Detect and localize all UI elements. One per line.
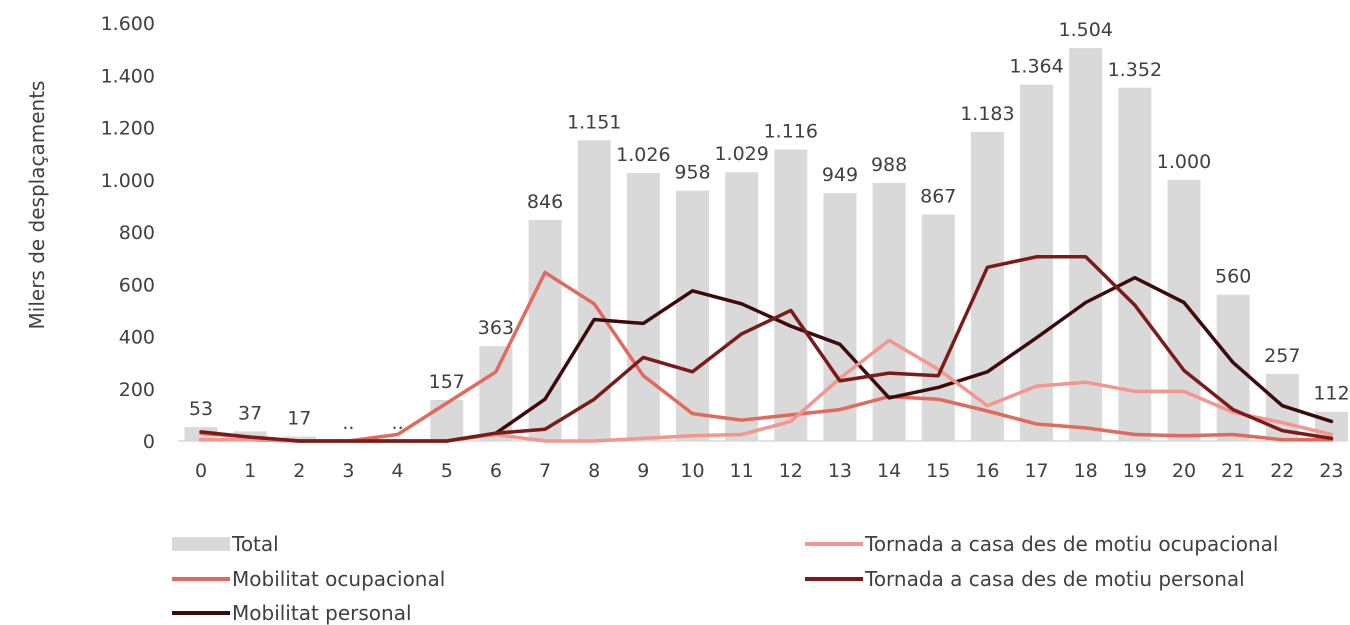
data-label-total-21: 560 <box>1215 266 1251 288</box>
x-tick-label: 19 <box>1123 460 1147 482</box>
bar-total-14 <box>872 182 906 441</box>
data-label-total-6: 363 <box>478 317 514 339</box>
data-label-total-17: 1.364 <box>1009 56 1063 78</box>
bar-total-7 <box>528 219 562 441</box>
series-line-3 <box>199 255 1334 443</box>
legend-label-tornada-ocupacional: Tornada a casa des de motiu ocupacional <box>865 532 1279 556</box>
x-tick-label: 10 <box>680 460 704 482</box>
series-line-2 <box>199 338 1334 443</box>
x-tick-label: 2 <box>293 460 305 482</box>
y-tick-label: 1.400 <box>101 65 155 87</box>
bar-total-10 <box>676 190 709 441</box>
bar-total-15 <box>921 214 955 441</box>
x-tick-label: 21 <box>1221 460 1245 482</box>
x-tick-label: 17 <box>1024 460 1048 482</box>
x-tick-label: 15 <box>926 460 950 482</box>
legend-swatch-total <box>172 537 230 551</box>
legend-item-tornada-personal: Tornada a casa des de motiu personal <box>805 567 1245 591</box>
y-tick-label: 1.600 <box>101 13 155 35</box>
x-tick-label: 16 <box>975 460 999 482</box>
bar-total-9 <box>626 172 660 441</box>
x-tick-label: 11 <box>730 460 754 482</box>
series-lines <box>199 255 1334 443</box>
x-tick-label: 20 <box>1172 460 1196 482</box>
data-label-total-14: 988 <box>871 154 907 176</box>
legend-swatch-mobilitat-ocupacional <box>172 577 230 581</box>
x-tick-label: 0 <box>195 460 207 482</box>
x-tick-label: 8 <box>588 460 600 482</box>
total-bars <box>184 48 1348 441</box>
legend-label-tornada-personal: Tornada a casa des de motiu personal <box>865 567 1245 591</box>
data-label-total-12: 1.116 <box>764 120 818 142</box>
data-label-total-23: 112 <box>1313 383 1349 405</box>
legend-swatch-mobilitat-personal <box>172 611 230 615</box>
bar-total-2 <box>282 436 316 441</box>
bar-total-13 <box>823 193 857 441</box>
legend-item-total: Total <box>172 532 279 556</box>
x-tick-label: 12 <box>779 460 803 482</box>
data-label-total-22: 257 <box>1264 345 1300 367</box>
data-label-total-9: 1.026 <box>616 144 670 166</box>
x-tick-label: 23 <box>1319 460 1343 482</box>
x-tick-label: 5 <box>441 460 453 482</box>
data-label-total-0: 53 <box>189 398 213 420</box>
data-label-total-8: 1.151 <box>567 111 621 133</box>
legend-item-tornada-ocupacional: Tornada a casa des de motiu ocupacional <box>805 532 1279 556</box>
bar-total-20 <box>1167 179 1201 441</box>
legend-swatch-tornada-ocupacional <box>805 542 863 546</box>
y-tick-label: 0 <box>143 431 155 453</box>
bar-total-12 <box>774 149 808 441</box>
bar-total-5 <box>430 399 464 441</box>
x-tick-label: 9 <box>637 460 649 482</box>
legend-label-total: Total <box>232 532 279 556</box>
bar-total-17 <box>1020 84 1054 441</box>
legend-item-mobilitat-ocupacional: Mobilitat ocupacional <box>172 567 445 591</box>
y-tick-label: 400 <box>119 327 155 349</box>
legend-label-mobilitat-ocupacional: Mobilitat ocupacional <box>232 567 446 591</box>
y-tick-label: 600 <box>119 274 155 296</box>
data-labels: 53 37 17.. ..1573638461.1511.0269581.0291.1… <box>189 19 1350 434</box>
data-label-total-4: .. <box>392 412 404 434</box>
y-axis-title: Milers de desplaçaments <box>25 81 49 330</box>
data-label-total-16: 1.183 <box>960 103 1014 125</box>
legend-swatch-tornada-personal <box>805 577 863 581</box>
data-label-total-7: 846 <box>527 191 563 213</box>
x-tick-label: 22 <box>1270 460 1294 482</box>
data-label-total-19: 1.352 <box>1108 59 1162 81</box>
x-tick-label: 14 <box>877 460 901 482</box>
bar-total-19 <box>1118 87 1152 441</box>
data-label-total-18: 1.504 <box>1058 19 1112 41</box>
data-label-total-1: 37 <box>238 402 262 424</box>
data-label-total-11: 1.029 <box>714 143 768 165</box>
legend-item-mobilitat-personal: Mobilitat personal <box>172 601 412 625</box>
y-tick-label: 800 <box>119 222 155 244</box>
y-tick-label: 200 <box>119 379 155 401</box>
x-tick-label: 13 <box>828 460 852 482</box>
series-line-0 <box>199 270 1334 443</box>
bar-total-16 <box>970 131 1004 441</box>
data-label-total-10: 958 <box>674 162 710 184</box>
y-tick-label: 1.200 <box>101 118 155 140</box>
data-label-total-5: 157 <box>429 371 465 393</box>
bar-total-18 <box>1069 48 1103 441</box>
data-label-total-13: 949 <box>822 164 858 186</box>
data-label-total-2: 17 <box>287 408 311 430</box>
bar-total-11 <box>725 172 759 441</box>
x-tick-label: 3 <box>342 460 354 482</box>
x-tick-label: 1 <box>244 460 256 482</box>
bar-total-21 <box>1216 294 1250 441</box>
legend-label-mobilitat-personal: Mobilitat personal <box>232 601 412 625</box>
x-tick-label: 7 <box>539 460 551 482</box>
data-label-total-15: 867 <box>920 185 956 207</box>
data-label-total-20: 1.000 <box>1157 151 1211 173</box>
x-tick-label: 6 <box>490 460 502 482</box>
x-tick-label: 18 <box>1074 460 1098 482</box>
bar-total-8 <box>577 140 611 441</box>
x-tick-label: 4 <box>392 460 404 482</box>
data-label-total-3: .. <box>342 412 354 434</box>
y-tick-label: 1.000 <box>101 170 155 192</box>
